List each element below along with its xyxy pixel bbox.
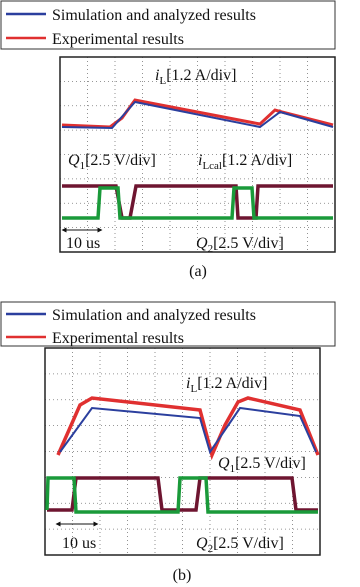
- annotation: iL[1.2 A/div]: [186, 375, 267, 395]
- caption: (a): [189, 263, 207, 280]
- symbol: Q: [68, 152, 80, 169]
- legend-label: Experimental results: [52, 330, 184, 347]
- annotation: iLcal[1.2 A/div]: [198, 152, 292, 172]
- annotation: 10 us: [62, 535, 96, 552]
- caption: (b): [173, 567, 192, 584]
- annotation: 10 us: [66, 235, 100, 252]
- label: [1.2 A/div]: [166, 67, 236, 84]
- label: [2.5 V/div]: [213, 535, 284, 552]
- label: [1.2 A/div]: [222, 152, 292, 169]
- waveform: [58, 398, 318, 455]
- label: [2.5 V/div]: [235, 455, 306, 472]
- subscript: Lcal: [202, 160, 222, 172]
- waveform: [47, 478, 318, 510]
- legend-label: Simulation and analyzed results: [52, 307, 256, 324]
- annotation: Q2[2.5 V/div]: [196, 535, 284, 555]
- figure: Simulation and analyzed results Experime…: [0, 0, 360, 587]
- waveform: [60, 408, 316, 452]
- symbol: Q: [218, 455, 230, 472]
- legend-label: Experimental results: [52, 31, 184, 48]
- waveform: [47, 478, 318, 512]
- label: [1.2 A/div]: [197, 375, 267, 392]
- label: [2.5 V/div]: [85, 152, 156, 169]
- legend-label: Simulation and analyzed results: [52, 7, 256, 24]
- symbol: Q: [196, 235, 208, 252]
- label: [2.5 V/div]: [213, 235, 284, 252]
- symbol: Q: [196, 535, 208, 552]
- annotation: iL[1.2 A/div]: [155, 67, 236, 87]
